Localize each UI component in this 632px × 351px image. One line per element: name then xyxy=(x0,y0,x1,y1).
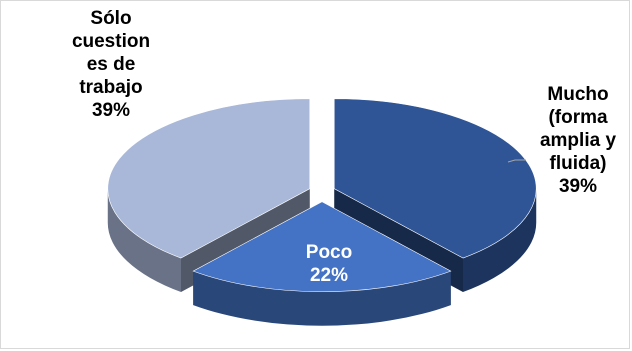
leader-line-mucho xyxy=(507,159,526,163)
slice-label-line-2-3: trabajo xyxy=(79,77,142,98)
slice-label-line-0-1: (forma xyxy=(548,107,608,128)
slice-top-2 xyxy=(107,98,311,259)
slice-top-0 xyxy=(333,98,537,259)
slice-side-1-0 xyxy=(193,271,451,326)
pie-tops xyxy=(107,98,537,293)
slice-label-line-2-0: Sólo xyxy=(90,8,131,29)
slice-percent-0: 39% xyxy=(559,176,597,197)
slice-percent-2: 39% xyxy=(92,100,130,121)
slice-label-line-2-2: es de xyxy=(87,54,136,75)
slice-top-1 xyxy=(192,201,452,293)
slice-side-0-0 xyxy=(462,188,537,293)
slice-label-0: Mucho (forma amplia y fluida) 39% xyxy=(540,84,616,197)
slice-label-2: Sólo cuestion es de trabajo 39% xyxy=(72,8,150,121)
slice-side-2-0 xyxy=(107,188,182,293)
slice-label-1: Poco 22% xyxy=(306,242,352,286)
slice-label-line-0-0: Mucho xyxy=(547,84,608,105)
slice-label-line-0-3: fluida) xyxy=(550,153,607,174)
pie-labels: Mucho (forma amplia y fluida) 39%Poco 22%Sólo… xyxy=(72,8,617,286)
slice-label-line-1-0: Poco xyxy=(306,242,352,263)
slice-percent-1: 22% xyxy=(310,265,348,286)
slice-label-line-2-1: cuestion xyxy=(72,31,150,52)
slice-label-line-0-2: amplia y xyxy=(540,130,616,151)
